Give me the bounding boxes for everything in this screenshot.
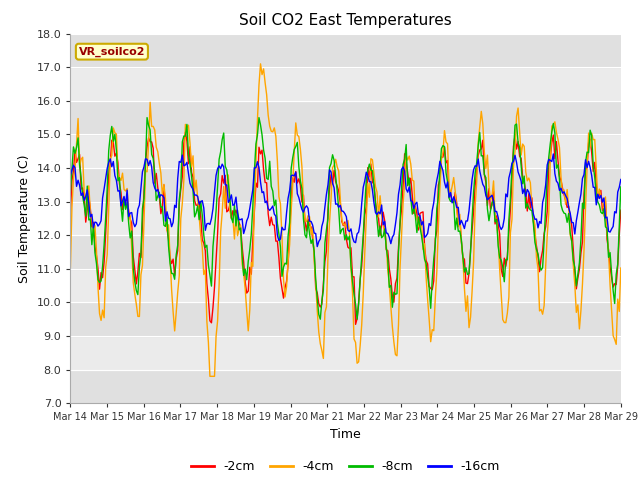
Bar xyxy=(70,101,621,134)
-4cm xyxy=(67,265,74,271)
-8cm xyxy=(250,168,258,174)
-16cm xyxy=(550,151,557,157)
-4cm xyxy=(310,257,318,263)
Bar xyxy=(70,134,621,168)
-8cm xyxy=(260,147,268,153)
-16cm xyxy=(67,172,74,178)
Line: -4cm: -4cm xyxy=(70,64,621,376)
-16cm xyxy=(307,218,315,224)
Line: -16cm: -16cm xyxy=(70,154,621,247)
-4cm xyxy=(232,212,240,217)
-2cm xyxy=(182,129,189,135)
-4cm xyxy=(261,80,269,85)
Bar xyxy=(70,370,621,403)
-16cm xyxy=(230,202,238,207)
Y-axis label: Soil Temperature (C): Soil Temperature (C) xyxy=(18,154,31,283)
-2cm xyxy=(67,212,74,218)
-16cm xyxy=(617,177,625,182)
-4cm xyxy=(250,203,258,209)
-16cm xyxy=(589,184,597,190)
Line: -8cm: -8cm xyxy=(70,118,621,319)
-16cm xyxy=(258,190,266,195)
-8cm xyxy=(589,162,597,168)
Bar xyxy=(70,202,621,235)
Title: Soil CO2 East Temperatures: Soil CO2 East Temperatures xyxy=(239,13,452,28)
Bar xyxy=(70,336,621,370)
-4cm xyxy=(134,313,141,319)
-2cm xyxy=(352,322,360,327)
X-axis label: Time: Time xyxy=(330,428,361,441)
-2cm xyxy=(232,207,240,213)
-2cm xyxy=(260,167,268,172)
Text: VR_soilco2: VR_soilco2 xyxy=(79,47,145,57)
-4cm xyxy=(257,61,264,67)
-4cm xyxy=(617,265,625,271)
Legend: -2cm, -4cm, -8cm, -16cm: -2cm, -4cm, -8cm, -16cm xyxy=(186,455,505,478)
-16cm xyxy=(249,187,257,192)
Bar xyxy=(70,269,621,302)
Bar xyxy=(70,302,621,336)
Bar xyxy=(70,235,621,269)
-2cm xyxy=(250,208,258,214)
-8cm xyxy=(316,316,324,322)
-8cm xyxy=(134,292,141,298)
-4cm xyxy=(589,137,597,143)
Bar xyxy=(70,34,621,67)
-4cm xyxy=(206,373,214,379)
-8cm xyxy=(143,115,151,120)
-2cm xyxy=(308,236,316,241)
-2cm xyxy=(134,269,141,275)
-2cm xyxy=(589,168,597,174)
Line: -2cm: -2cm xyxy=(70,132,621,324)
-16cm xyxy=(314,244,321,250)
-8cm xyxy=(232,223,240,229)
-16cm xyxy=(134,206,141,212)
Bar xyxy=(70,168,621,202)
-2cm xyxy=(617,207,625,213)
-8cm xyxy=(617,184,625,190)
Bar xyxy=(70,67,621,101)
-8cm xyxy=(308,237,316,242)
-8cm xyxy=(67,189,74,195)
